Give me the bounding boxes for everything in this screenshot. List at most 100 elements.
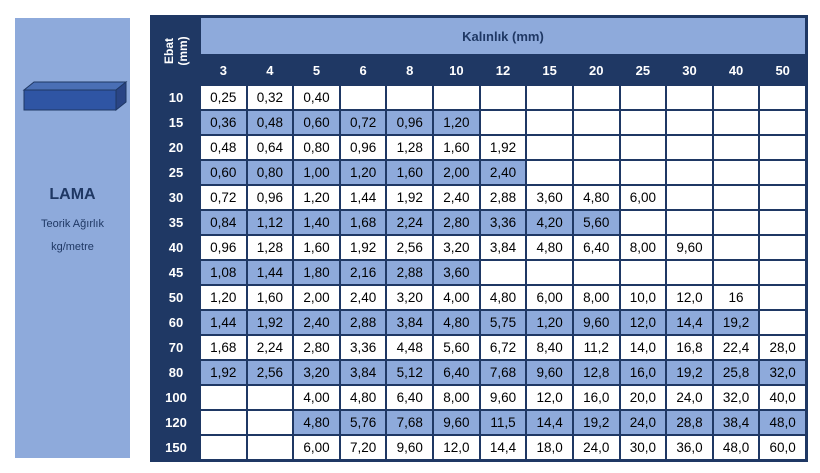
column-header: 50 (760, 56, 805, 84)
value-cell: 4,20 (527, 211, 572, 234)
empty-cell (573, 261, 619, 284)
side-panel: LAMA Teorik Ağırlık kg/metre (15, 18, 130, 458)
value-cell: 2,40 (434, 186, 479, 209)
value-cell: 24,0 (620, 411, 666, 434)
value-cell: 0,40 (294, 86, 339, 109)
value-cell: 24,0 (667, 386, 712, 409)
empty-cell (201, 436, 246, 459)
value-cell: 1,92 (387, 186, 433, 209)
empty-cell (620, 261, 666, 284)
value-cell: 5,60 (573, 211, 619, 234)
value-cell: 4,80 (294, 411, 339, 434)
value-cell: 24,0 (573, 436, 619, 459)
value-cell: 2,80 (294, 336, 339, 359)
value-cell: 0,80 (247, 161, 293, 184)
empty-cell (247, 411, 293, 434)
value-cell: 2,16 (340, 261, 386, 284)
value-cell: 0,96 (387, 111, 433, 134)
value-cell: 3,36 (340, 336, 386, 359)
empty-cell (760, 136, 805, 159)
empty-cell (713, 261, 759, 284)
row-header: 100 (153, 386, 199, 409)
value-cell: 11,5 (480, 411, 526, 434)
empty-cell (340, 86, 386, 109)
weight-table: Ebat (mm) Kalınlık (mm) 3 4 5 6 8 10 12 15 20 25 3… (150, 15, 808, 462)
empty-cell (760, 161, 805, 184)
empty-cell (667, 261, 712, 284)
value-cell: 9,60 (434, 411, 479, 434)
corner-cell: Ebat (mm) (153, 18, 199, 84)
empty-cell (527, 111, 572, 134)
row-header: 50 (153, 286, 199, 309)
value-cell: 16,8 (667, 336, 712, 359)
value-cell: 12,0 (667, 286, 712, 309)
empty-cell (713, 236, 759, 259)
empty-cell (713, 136, 759, 159)
value-cell: 6,40 (387, 386, 433, 409)
value-cell: 1,12 (247, 211, 293, 234)
column-header: 12 (480, 56, 526, 84)
value-cell: 1,20 (294, 186, 339, 209)
value-cell: 1,92 (247, 311, 293, 334)
value-cell: 32,0 (760, 361, 805, 384)
empty-cell (713, 161, 759, 184)
value-cell: 1,20 (434, 111, 479, 134)
value-cell: 1,92 (201, 361, 246, 384)
value-cell: 18,0 (527, 436, 572, 459)
value-cell: 7,68 (480, 361, 526, 384)
value-cell: 16,0 (620, 361, 666, 384)
row-header: 25 (153, 161, 199, 184)
value-cell: 2,00 (434, 161, 479, 184)
column-header: 3 (201, 56, 246, 84)
empty-cell (760, 211, 805, 234)
value-cell: 11,2 (573, 336, 619, 359)
empty-cell (434, 86, 479, 109)
row-header: 35 (153, 211, 199, 234)
value-cell: 2,88 (340, 311, 386, 334)
empty-cell (527, 161, 572, 184)
empty-cell (480, 261, 526, 284)
empty-cell (247, 436, 293, 459)
value-cell: 5,12 (387, 361, 433, 384)
empty-cell (480, 111, 526, 134)
value-cell: 3,36 (480, 211, 526, 234)
empty-cell (713, 211, 759, 234)
column-header: 8 (387, 56, 433, 84)
row-header: 45 (153, 261, 199, 284)
empty-cell (760, 311, 805, 334)
empty-cell (527, 136, 572, 159)
empty-cell (620, 136, 666, 159)
value-cell: 6,00 (527, 286, 572, 309)
empty-cell (667, 111, 712, 134)
empty-cell (713, 111, 759, 134)
value-cell: 1,60 (434, 136, 479, 159)
value-cell: 1,60 (247, 286, 293, 309)
value-cell: 0,84 (201, 211, 246, 234)
value-cell: 28,0 (760, 336, 805, 359)
value-cell: 3,20 (294, 361, 339, 384)
row-header: 80 (153, 361, 199, 384)
value-cell: 16 (713, 286, 759, 309)
empty-cell (480, 86, 526, 109)
value-cell: 12,0 (620, 311, 666, 334)
empty-cell (760, 236, 805, 259)
value-cell: 4,80 (573, 186, 619, 209)
value-cell: 3,84 (340, 361, 386, 384)
value-cell: 2,24 (247, 336, 293, 359)
value-cell: 2,00 (294, 286, 339, 309)
value-cell: 1,44 (201, 311, 246, 334)
value-cell: 8,00 (620, 236, 666, 259)
value-cell: 16,0 (573, 386, 619, 409)
column-header: 25 (620, 56, 666, 84)
empty-cell (620, 161, 666, 184)
value-cell: 2,56 (387, 236, 433, 259)
value-cell: 22,4 (713, 336, 759, 359)
empty-cell (527, 261, 572, 284)
value-cell: 0,32 (247, 86, 293, 109)
empty-cell (667, 161, 712, 184)
panel-subtitle: Teorik Ağırlık (41, 218, 104, 230)
value-cell: 1,20 (340, 161, 386, 184)
value-cell: 1,92 (340, 236, 386, 259)
value-cell: 9,60 (527, 361, 572, 384)
table-header: Kalınlık (mm) (201, 18, 805, 54)
